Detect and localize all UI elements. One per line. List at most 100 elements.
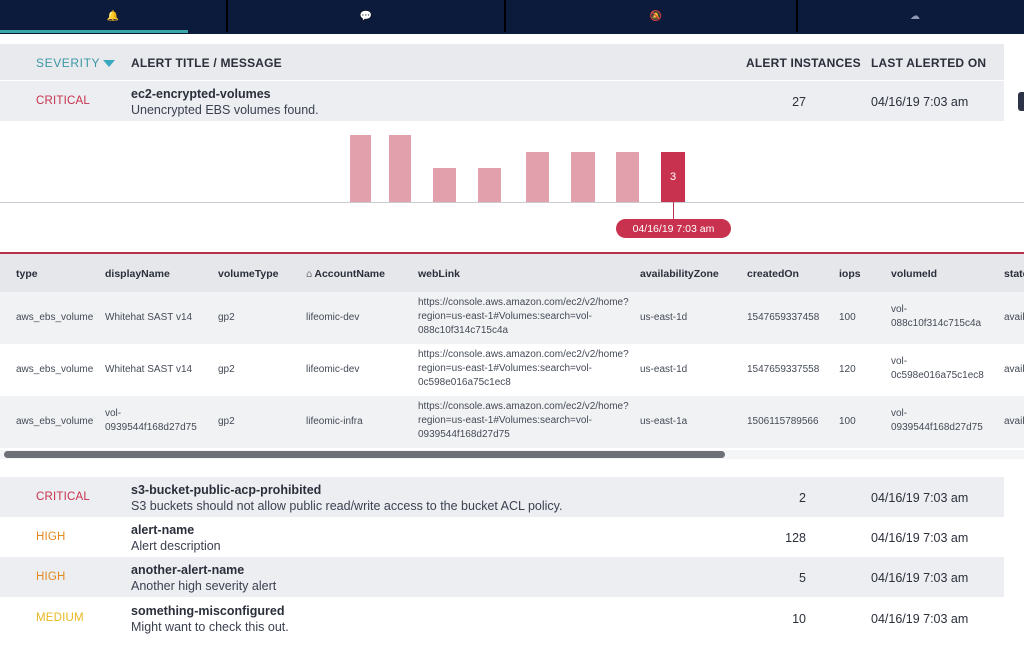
severity-label: HIGH bbox=[36, 571, 66, 583]
title-header: ALERT TITLE / MESSAGE bbox=[131, 56, 282, 70]
cell-availabilityzone: us-east-1a bbox=[640, 416, 688, 427]
section-divider bbox=[0, 252, 1024, 254]
col-displayname[interactable]: displayName bbox=[105, 268, 170, 280]
tag-icon: ⌂ bbox=[306, 269, 313, 280]
tab-alerts[interactable]: 🔔 bbox=[0, 0, 226, 32]
cell-state: avail bbox=[1004, 312, 1024, 323]
chart-baseline bbox=[0, 202, 1024, 203]
cell-volumeid: vol- 0c598e016a75c1ec8 bbox=[891, 355, 984, 383]
chart-bar[interactable] bbox=[350, 135, 371, 202]
cell-line: 0939544f168d27d75 bbox=[891, 422, 983, 433]
severity-label: HIGH bbox=[36, 531, 66, 543]
tab-cloud[interactable]: ☁ bbox=[806, 0, 1024, 32]
chart-bar[interactable] bbox=[616, 152, 639, 202]
cell-weblink[interactable]: https://console.aws.amazon.com/ec2/v2/ho… bbox=[418, 296, 629, 338]
cell-line: 088c10f314c715c4a bbox=[418, 325, 509, 336]
alert-message: Might want to check this out. bbox=[131, 620, 289, 634]
chart-bar-label: 3 bbox=[669, 171, 677, 183]
alert-row[interactable]: MEDIUM something-misconfigured Might want … bbox=[0, 598, 1004, 638]
chart-bar[interactable] bbox=[433, 168, 456, 202]
col-volumeid[interactable]: volumeId bbox=[891, 268, 938, 280]
chart-bar[interactable] bbox=[571, 152, 595, 202]
col-volumetype[interactable]: volumeType bbox=[218, 268, 279, 280]
col-weblink[interactable]: webLink bbox=[418, 268, 461, 280]
horizontal-scrollbar-thumb[interactable] bbox=[4, 451, 725, 458]
severity-sort-header[interactable]: SEVERITY bbox=[36, 56, 116, 70]
chart-bar[interactable] bbox=[478, 168, 501, 202]
tab-comments[interactable]: 💬 bbox=[228, 0, 504, 32]
chart-bar[interactable] bbox=[526, 152, 549, 202]
cell-type: aws_ebs_volume bbox=[16, 364, 94, 375]
alert-title: s3-bucket-public-acp-prohibited bbox=[131, 483, 322, 497]
cell-line: region=us-east-1#Volumes:search=vol- bbox=[418, 363, 592, 374]
cell-accountname: lifeomic-dev bbox=[306, 364, 360, 375]
col-iops[interactable]: iops bbox=[839, 268, 861, 280]
severity-label: CRITICAL bbox=[36, 95, 90, 107]
active-tab-indicator bbox=[0, 30, 188, 33]
cell-accountname: lifeomic-dev bbox=[306, 312, 360, 323]
cell-createdon: 1547659337458 bbox=[747, 312, 820, 323]
alert-last-alerted: 04/16/19 7:03 am bbox=[871, 491, 969, 505]
sort-down-icon bbox=[103, 59, 116, 67]
chat-icon: 💬 bbox=[359, 10, 373, 22]
cell-iops: 100 bbox=[839, 416, 856, 427]
bell-icon: 🔔 bbox=[106, 10, 120, 22]
col-accountname-label: AccountName bbox=[314, 268, 385, 280]
alert-instances: 27 bbox=[792, 95, 806, 109]
tab-muted[interactable]: 🔕 bbox=[516, 0, 796, 32]
col-accountname[interactable]: ⌂ AccountName bbox=[306, 268, 385, 280]
cell-type: aws_ebs_volume bbox=[16, 416, 94, 427]
cell-displayname: vol- 0939544f168d27d75 bbox=[105, 407, 197, 435]
col-state[interactable]: state bbox=[1004, 268, 1024, 280]
cell-iops: 120 bbox=[839, 364, 856, 375]
cell-line: region=us-east-1#Volumes:search=vol- bbox=[418, 311, 592, 322]
tab-divider bbox=[504, 0, 506, 32]
cell-volumetype: gp2 bbox=[218, 312, 235, 323]
cell-line: https://console.aws.amazon.com/ec2/v2/ho… bbox=[418, 297, 629, 308]
muted-icon: 🔕 bbox=[649, 10, 663, 22]
cell-line: 0c598e016a75c1ec8 bbox=[891, 370, 984, 381]
tab-divider bbox=[226, 0, 228, 32]
chart-bar[interactable]: 3 bbox=[661, 152, 685, 202]
cell-createdon: 1547659337558 bbox=[747, 364, 820, 375]
col-type[interactable]: type bbox=[16, 268, 38, 280]
cell-weblink[interactable]: https://console.aws.amazon.com/ec2/v2/ho… bbox=[418, 348, 629, 390]
cell-availabilityzone: us-east-1d bbox=[640, 312, 688, 323]
chart-bar[interactable] bbox=[389, 135, 411, 202]
col-availabilityzone[interactable]: availabilityZone bbox=[640, 268, 719, 280]
alert-message: Alert description bbox=[131, 539, 221, 553]
cell-weblink[interactable]: https://console.aws.amazon.com/ec2/v2/ho… bbox=[418, 400, 629, 442]
cell-line: vol- bbox=[891, 356, 908, 367]
alert-row[interactable]: HIGH another-alert-name Another high sever… bbox=[0, 557, 1004, 597]
cell-volumeid: vol- 088c10f314c715c4a bbox=[891, 303, 981, 331]
detail-table-row[interactable]: aws_ebs_volume Whitehat SAST v14 gp2 lifeom… bbox=[0, 344, 1024, 396]
row-action-button[interactable] bbox=[1018, 92, 1024, 111]
alert-message: Another high severity alert bbox=[131, 579, 277, 593]
severity-label: MEDIUM bbox=[36, 612, 84, 624]
cell-line: https://console.aws.amazon.com/ec2/v2/ho… bbox=[418, 349, 629, 360]
detail-table-header: type displayName volumeType ⌂ AccountName… bbox=[0, 254, 1024, 292]
selected-date-pill[interactable]: 04/16/19 7:03 am bbox=[616, 219, 731, 238]
cell-type: aws_ebs_volume bbox=[16, 312, 94, 323]
cell-createdon: 1506115789566 bbox=[747, 416, 819, 427]
alert-instances: 2 bbox=[799, 491, 806, 505]
detail-table-row[interactable]: aws_ebs_volume Whitehat SAST v14 gp2 lifeom… bbox=[0, 292, 1024, 344]
alerts-table-header: SEVERITY ALERT TITLE / MESSAGE ALERT INS… bbox=[0, 44, 1004, 80]
alert-row-expanded[interactable]: CRITICAL ec2-encrypted-volumes Unencrypt… bbox=[0, 81, 1024, 121]
cell-availabilityzone: us-east-1d bbox=[640, 364, 688, 375]
alert-row[interactable]: HIGH alert-name Alert description 128 04/16/… bbox=[0, 517, 1004, 557]
cell-line: 088c10f314c715c4a bbox=[891, 318, 982, 329]
last-alerted-header: LAST ALERTED ON bbox=[871, 56, 987, 70]
cell-line: vol- bbox=[105, 408, 122, 419]
alert-title: ec2-encrypted-volumes bbox=[131, 87, 271, 101]
detail-table-row[interactable]: aws_ebs_volume vol- 0939544f168d27d75 gp2 li… bbox=[0, 396, 1024, 448]
alert-row[interactable]: CRITICAL s3-bucket-public-acp-prohibited S… bbox=[0, 477, 1004, 517]
alert-title: something-misconfigured bbox=[131, 604, 285, 618]
col-createdon[interactable]: createdOn bbox=[747, 268, 799, 280]
instance-detail-table: type displayName volumeType ⌂ AccountName… bbox=[0, 254, 1024, 459]
alert-last-alerted: 04/16/19 7:03 am bbox=[871, 612, 969, 626]
cell-line: 0939544f168d27d75 bbox=[105, 422, 197, 433]
top-tab-bar: 🔔 💬 🔕 ☁ bbox=[0, 0, 1024, 34]
alert-instances: 128 bbox=[785, 531, 806, 545]
cell-line: region=us-east-1#Volumes:search=vol- bbox=[418, 415, 592, 426]
